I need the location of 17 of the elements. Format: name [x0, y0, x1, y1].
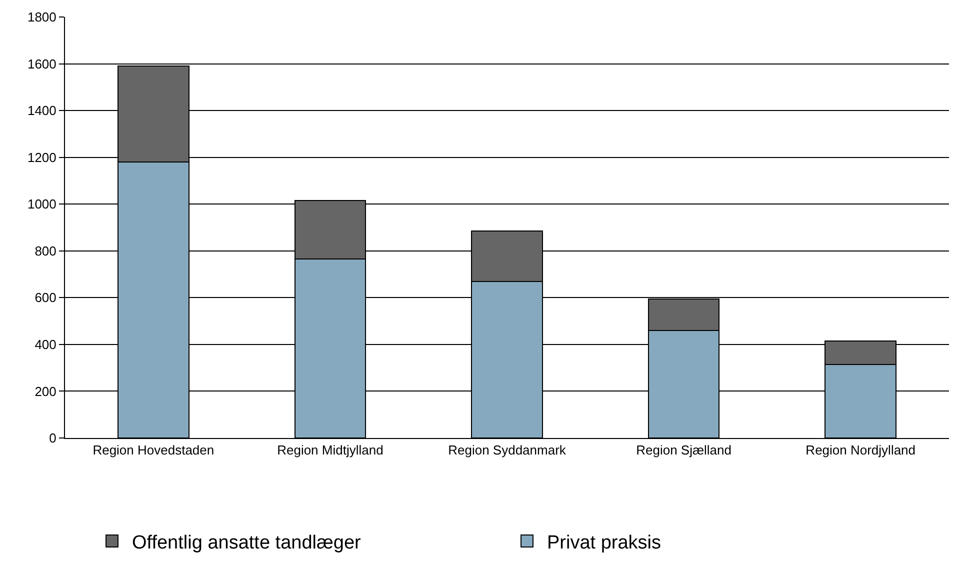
- legend-label: Offentlig ansatte tandlæger: [132, 532, 362, 554]
- x-tick-label: Region Midtjylland: [277, 442, 384, 458]
- y-tick-label: 1200: [27, 150, 56, 165]
- x-tick-label: Region Sjælland: [636, 442, 732, 458]
- y-tick-label: 600: [34, 290, 56, 306]
- y-tick-label: 1000: [27, 196, 56, 212]
- x-tick-label: Region Hovedstaden: [92, 442, 214, 458]
- y-tick-label: 800: [34, 243, 56, 258]
- y-tick-label: 1400: [27, 103, 56, 118]
- y-tick-label: 200: [34, 384, 56, 399]
- y-tick-label: 400: [34, 336, 56, 352]
- y-tick-label: 0: [49, 430, 56, 446]
- x-tick-label: Region Nordjylland: [806, 442, 916, 458]
- y-tick-label: 1600: [27, 56, 56, 72]
- x-tick-label: Region Syddanmark: [448, 442, 566, 458]
- legend-label: Privat praksis: [547, 532, 662, 554]
- y-tick-label: 1800: [27, 10, 56, 25]
